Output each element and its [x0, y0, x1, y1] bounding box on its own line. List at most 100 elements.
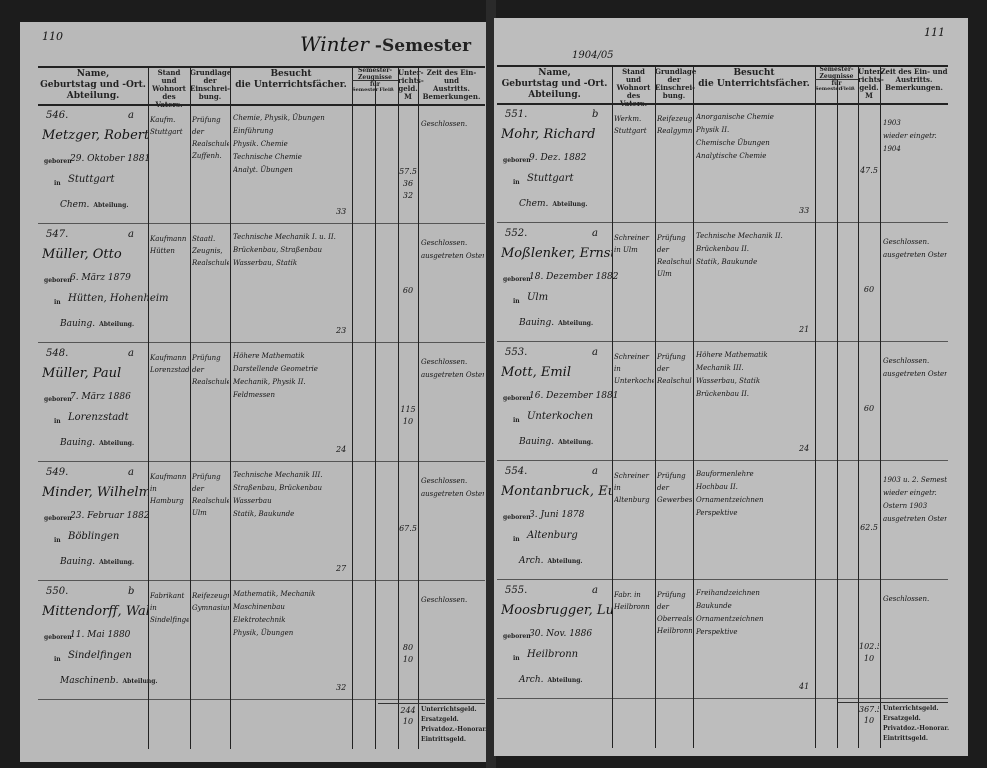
subject: Einführung [233, 127, 274, 135]
entry-type: a [128, 229, 134, 240]
subject: Anorganische Chemie [696, 113, 774, 121]
subject: Statik, Baukunde [233, 510, 295, 518]
subject: Statik, Baukunde [696, 258, 758, 266]
subject: Wasserbau, Statik [233, 259, 298, 267]
subject: Technische Mechanik III. [233, 471, 323, 479]
header-stand-line: Vaters. [155, 100, 183, 109]
subject: Physik, Übungen [233, 629, 294, 637]
header-bottom-rule [497, 103, 948, 105]
division: Chem. [60, 200, 90, 210]
header-geld-line: geld. [859, 83, 879, 92]
header-grundlage-line: der [203, 76, 217, 85]
header-name: Name, Geburtstag und -Ort. Abteilung. [497, 68, 612, 101]
page-number: 110 [42, 30, 63, 43]
father-info: Fabr. in Heilbronn [614, 591, 650, 611]
in-label: in [54, 537, 61, 544]
header-zeugnisse-sub: Fleiß [840, 86, 855, 92]
subjects-list: Höhere Mathematik Mechanik III. Wasserbau,… [696, 349, 813, 421]
remark: Geschlossen. [883, 238, 930, 246]
subject: Brückenbau II. [696, 245, 749, 253]
header-grundlage-line: bung. [662, 91, 686, 100]
subject: Ornamentzeichnen [696, 496, 764, 504]
header-geld: Unter-richts-geld. M [858, 68, 884, 100]
division-row: Bauing. Abteilung. [519, 318, 593, 328]
division: Bauing. [60, 319, 96, 329]
header-zeugnisse-line: Semester- [819, 66, 854, 73]
subject: Analytische Chemie [696, 152, 767, 160]
fee-value: 67.5 [399, 524, 417, 533]
entry-type: a [128, 467, 134, 478]
remarks: Geschlossen. ausgetreten Ostern 1905 [421, 356, 484, 452]
division-label: Abteilung. [93, 202, 129, 209]
fees: 67.5 [399, 523, 417, 535]
header-besucht: Besucht die Unterrichtsfächer. [693, 68, 815, 90]
fees: 115 10 [399, 404, 417, 428]
fee-value: 60 [863, 404, 875, 413]
father-info: Schreiner in Unterkochen [614, 353, 654, 385]
total-label: Ersatzgeld. [883, 715, 921, 722]
division-row: Arch. Abteilung. [519, 556, 583, 566]
hours-total: 27 [336, 564, 347, 573]
header-name-line: Abteilung. [528, 90, 581, 100]
row-rule [497, 698, 948, 699]
remark: wieder eingetr. [883, 489, 937, 497]
zeugnisse-subrule [815, 79, 858, 80]
born-place: Unterkochen [527, 411, 594, 422]
remark: ausgetreten Ostern 1905 [421, 252, 484, 260]
division-label: Abteilung. [558, 439, 594, 446]
subject: Feldmessen [233, 391, 275, 399]
column-rule [230, 66, 231, 749]
father-info: Werkm. Stuttgart [614, 115, 647, 135]
header-geld-line: richts- [398, 76, 424, 85]
total-label: Privatdoz.-Honorar. [421, 726, 488, 733]
column-rule [655, 65, 656, 748]
born-place: Sindelfingen [68, 650, 132, 661]
subject: Brückenbau, Straßenbau [233, 246, 323, 254]
in-label: in [513, 179, 520, 186]
subject: Darstellende Geometrie [233, 365, 318, 373]
born-date: 7. März 1886 [70, 392, 131, 402]
row-rule [38, 223, 485, 224]
born-label: geboren [44, 158, 72, 165]
header-geld: Unter-richts-geld. M [398, 69, 424, 101]
born-place: Ulm [527, 292, 549, 303]
fees: 60 [399, 285, 417, 297]
header-zeit-line: Zeit des Ein- und [426, 68, 477, 85]
remark: Geschlossen. [421, 358, 468, 366]
subject: Technische Mechanik I. u. II. [233, 233, 336, 241]
remark: ausgetreten Ostern 1905 [883, 515, 947, 523]
hours-total: 23 [336, 326, 347, 335]
header-stand-line: Vaters. [619, 99, 648, 108]
father-info: Kaufmann in Hamburg [150, 473, 187, 505]
fees: 80 10 [399, 642, 417, 666]
born-label: geboren [503, 157, 531, 164]
remarks: Geschlossen. [421, 118, 484, 214]
fee-value: 115 [400, 405, 416, 414]
subjects-list: Anorganische Chemie Physik II. Chemische Ü… [696, 111, 813, 183]
header-name: Name, Geburtstag und -Ort. Abteilung. [38, 69, 148, 102]
subject: Mechanik, Physik II. [233, 378, 306, 386]
header-geld-line: M [865, 91, 873, 100]
header-geld-line: M [404, 92, 412, 101]
enrollment-basis: Prüfung der Realschule [192, 354, 229, 386]
entry-type: a [592, 466, 598, 477]
header-zeugnisse-line: Zeugnisse für [819, 73, 854, 87]
in-label: in [54, 656, 61, 663]
remarks: Geschlossen. ausgetreten Ostern 1905 [421, 237, 484, 333]
student-name: Mott, Emil [501, 365, 571, 380]
semester-title: Winter -Semester [300, 32, 471, 56]
remark: ausgetreten Ostern 1905 [421, 371, 484, 379]
division: Bauing. [60, 438, 96, 448]
enrollment-basis: Prüfung der Oberrealschule Heilbronn [657, 591, 692, 635]
born-place: Böblingen [68, 531, 120, 542]
subject: Höhere Mathematik [233, 352, 305, 360]
entry-type: a [592, 347, 598, 358]
row-rule [497, 341, 948, 342]
division-row: Maschinenb. Abteilung. [60, 676, 157, 686]
in-label: in [513, 417, 520, 424]
born-date: 29. Oktober 1881 [70, 154, 151, 164]
total-value: 244 [400, 706, 416, 715]
header-zeugnisse-line: Zeugnisse für [358, 74, 392, 88]
in-label: in [54, 299, 61, 306]
hours-total: 33 [799, 206, 810, 215]
